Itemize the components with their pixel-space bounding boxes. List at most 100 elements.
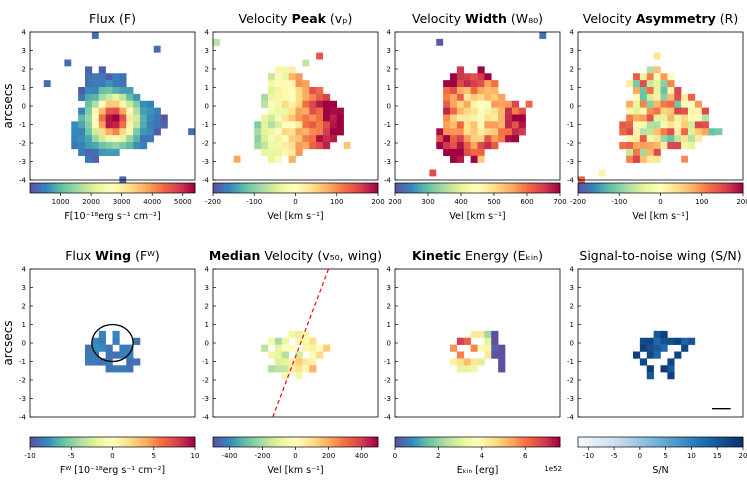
colorbar-segment bbox=[96, 183, 100, 193]
map-pixel bbox=[98, 100, 106, 108]
map-pixel bbox=[133, 93, 141, 102]
map-pixel bbox=[78, 135, 86, 143]
map-pixel bbox=[660, 114, 668, 122]
colorbar-segment bbox=[400, 437, 404, 447]
y-tick-label: 3 bbox=[387, 284, 391, 292]
colorbar-segment bbox=[674, 183, 678, 193]
map-pixel bbox=[688, 142, 696, 150]
colorbar-segment bbox=[554, 183, 558, 193]
colorbar-segment bbox=[546, 183, 550, 193]
pixel-map bbox=[429, 32, 547, 177]
colorbar-segment bbox=[630, 183, 634, 193]
map-pixel bbox=[91, 135, 100, 143]
map-pixel bbox=[112, 351, 120, 359]
colorbar-tick-label: 0 bbox=[293, 452, 297, 460]
colorbar: -200 -100 0 100 200 Vel [km s⁻¹] bbox=[205, 182, 385, 222]
map-pixel bbox=[146, 128, 155, 136]
map-pixel bbox=[85, 73, 93, 81]
y-tick-label: 1 bbox=[205, 321, 209, 329]
map-pixel bbox=[456, 73, 465, 81]
colorbar-segment bbox=[693, 437, 697, 447]
colorbar-segment bbox=[331, 183, 335, 193]
colorbar-segment bbox=[586, 437, 590, 447]
colorbar-segment bbox=[325, 183, 329, 193]
colorbar-segment bbox=[224, 183, 228, 193]
map-pixel bbox=[105, 114, 113, 122]
map-pixel bbox=[477, 73, 485, 81]
colorbar-segment bbox=[317, 183, 321, 193]
panel-title-bold: Asymmetry bbox=[636, 11, 716, 26]
colorbar-segment bbox=[538, 437, 542, 447]
map-pixel bbox=[484, 337, 492, 345]
map-pixel bbox=[639, 344, 648, 352]
map-pixel bbox=[456, 66, 465, 74]
colorbar-segment bbox=[474, 183, 478, 193]
colorbar-segment bbox=[87, 183, 91, 193]
y-tick-label: -3 bbox=[384, 395, 391, 403]
colorbar-tick-label: 300 bbox=[421, 198, 434, 206]
colorbar-segment bbox=[145, 437, 149, 447]
map-pixel bbox=[281, 148, 289, 157]
map-pixel bbox=[639, 358, 648, 366]
map-pixel bbox=[646, 344, 654, 352]
map-pixel bbox=[463, 358, 471, 366]
map-pixel bbox=[491, 128, 499, 136]
map-pixel bbox=[281, 344, 289, 352]
map-pixel bbox=[98, 330, 106, 339]
map-pixel bbox=[681, 100, 689, 108]
y-tick-label: 0 bbox=[22, 103, 26, 111]
colorbar-tick-label: -400 bbox=[222, 452, 238, 460]
y-tick-label: 2 bbox=[205, 66, 209, 74]
panel-7: Kinetic Energy (Eₖᵢₙ) 4 3 2 1 0 -1 -2 -3 -4 0 2 4 6 1e… bbox=[384, 248, 562, 476]
colorbar-tick-label: -200 bbox=[570, 198, 586, 206]
map-pixel bbox=[316, 93, 324, 102]
colorbar-segment bbox=[221, 183, 225, 193]
y-tick-label: -1 bbox=[384, 121, 391, 129]
colorbar-segment bbox=[622, 183, 626, 193]
colorbar-segment bbox=[455, 437, 459, 447]
map-pixel bbox=[470, 87, 478, 95]
colorbar-segment bbox=[583, 183, 587, 193]
y-tick-label: 2 bbox=[570, 66, 574, 74]
colorbar-segment bbox=[112, 183, 116, 193]
map-pixel bbox=[91, 351, 100, 359]
y-tick-label: 1 bbox=[570, 84, 574, 92]
colorbar-segment bbox=[644, 437, 648, 447]
colorbar: 0 2 4 6 1e52 Eₖᵢₙ [erg] bbox=[393, 436, 562, 476]
colorbar-segment bbox=[273, 437, 277, 447]
map-pixel bbox=[694, 100, 703, 108]
map-pixel bbox=[626, 155, 634, 163]
colorbar-segment bbox=[397, 183, 401, 193]
colorbar-segment bbox=[663, 183, 667, 193]
colorbar-segment bbox=[627, 437, 631, 447]
map-pixel bbox=[323, 135, 331, 143]
panel-title-suffix: (R) bbox=[716, 11, 738, 26]
colorbar-segment bbox=[284, 437, 288, 447]
colorbar-tick-label: -10 bbox=[24, 452, 35, 460]
colorbar-tick-label: -100 bbox=[246, 198, 262, 206]
colorbar-segment bbox=[30, 437, 34, 447]
map-pixel bbox=[477, 87, 485, 95]
map-pixel bbox=[91, 142, 100, 150]
map-pixel bbox=[498, 93, 506, 102]
colorbar-segment bbox=[284, 183, 288, 193]
colorbar-segment bbox=[527, 437, 531, 447]
map-pixel bbox=[653, 155, 661, 163]
map-pixel bbox=[456, 135, 465, 143]
map-pixel bbox=[646, 128, 654, 136]
map-pixel bbox=[498, 121, 506, 129]
y-tick-label: -2 bbox=[567, 140, 574, 148]
map-pixel bbox=[660, 344, 668, 352]
map-pixel bbox=[443, 93, 451, 102]
colorbar-label: Eₖᵢₙ [erg] bbox=[457, 465, 499, 476]
y-tick-label: -4 bbox=[567, 414, 575, 422]
y-tick-label: 0 bbox=[387, 340, 391, 348]
colorbar-segment bbox=[93, 183, 97, 193]
map-pixel bbox=[309, 87, 317, 95]
map-pixel bbox=[646, 73, 654, 81]
colorbar-tick-label: 4 bbox=[480, 452, 485, 460]
map-pixel bbox=[268, 128, 276, 136]
map-pixel bbox=[295, 128, 303, 136]
map-pixel bbox=[140, 114, 148, 122]
map-pixel bbox=[681, 114, 689, 122]
